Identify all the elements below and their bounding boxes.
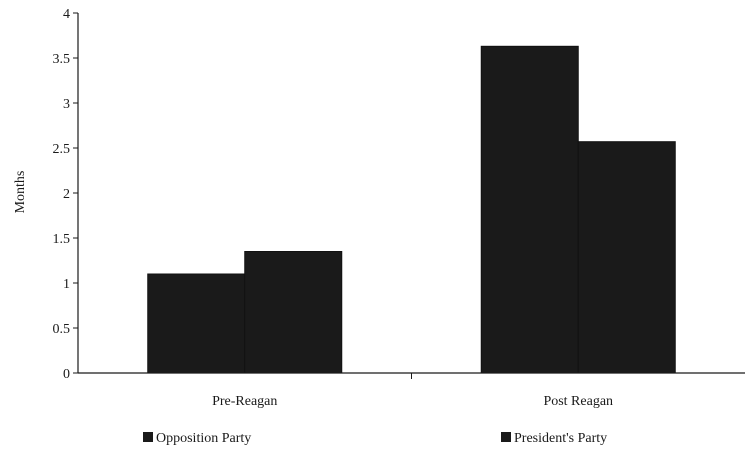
y-tick-label: 3.5 [53, 52, 71, 67]
y-tick-label: 3 [63, 97, 70, 112]
y-tick-label: 2 [63, 187, 70, 202]
y-tick-label: 0 [63, 367, 70, 382]
legend-swatch [143, 432, 153, 442]
x-category-label: Post Reagan [543, 394, 613, 409]
y-tick-label: 0.5 [53, 322, 71, 337]
bar-opposition-post-reagan [480, 45, 579, 374]
legend-swatch [501, 432, 511, 442]
legend-label: President's Party [514, 431, 607, 446]
y-axis-label: Months [13, 171, 28, 214]
bar-presidents-post-reagan [577, 141, 676, 374]
legend-label: Opposition Party [156, 431, 251, 446]
y-tick-label: 2.5 [53, 142, 71, 157]
bar-presidents-pre-reagan [244, 251, 343, 374]
x-category-label: Pre-Reagan [212, 394, 277, 409]
y-tick-label: 1 [63, 277, 70, 292]
bar-opposition-pre-reagan [147, 273, 246, 374]
y-tick-label: 1.5 [53, 232, 71, 247]
y-tick-label: 4 [63, 7, 70, 22]
